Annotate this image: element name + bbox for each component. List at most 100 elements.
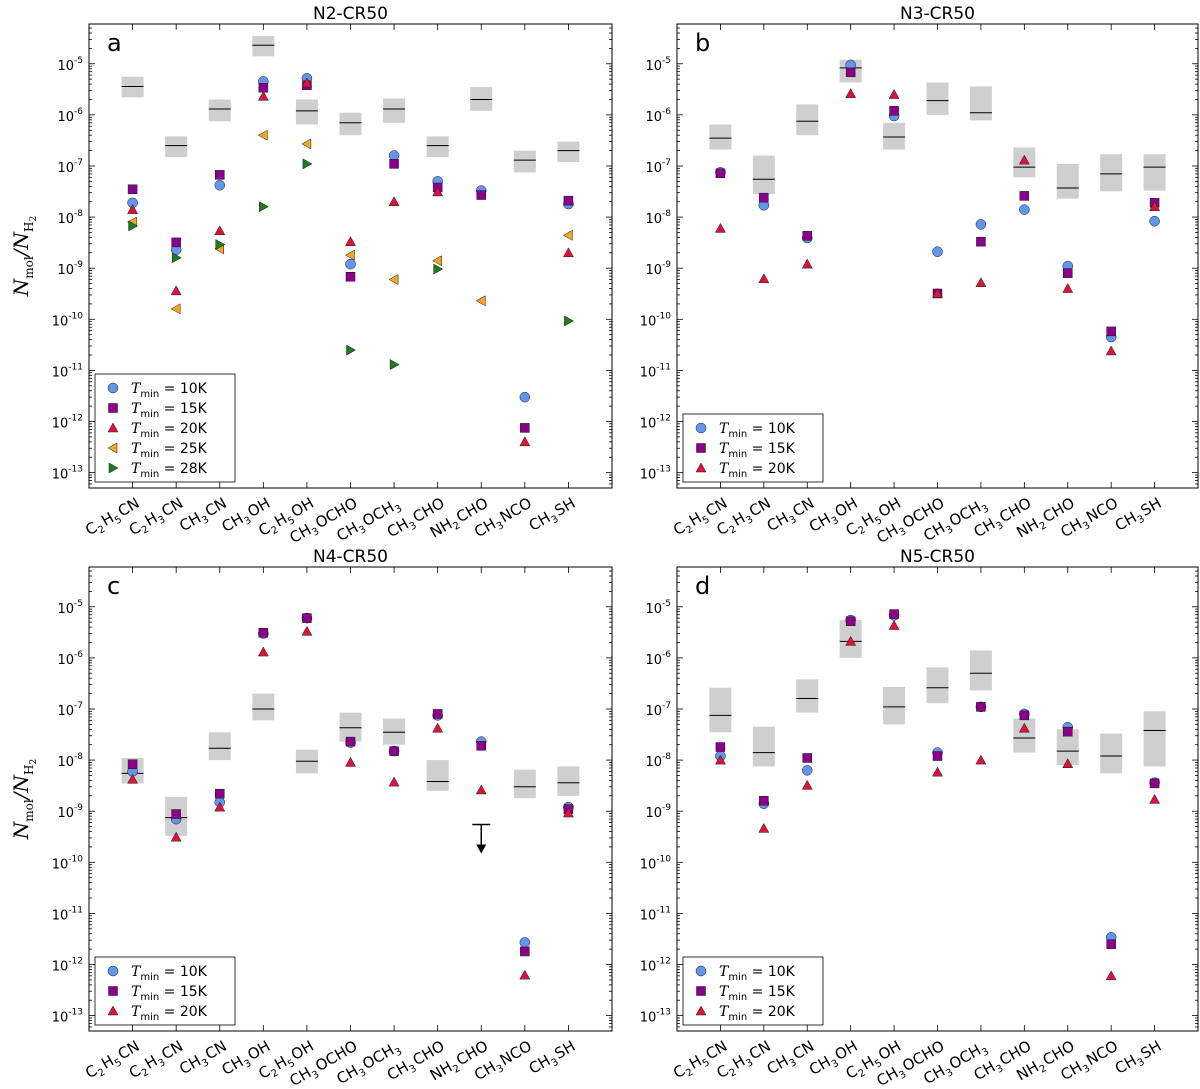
legend-entry: Tmin = 20K: [719, 1004, 796, 1023]
y-axis-label: Nmol/NH2: [9, 216, 39, 297]
data-point: [346, 344, 357, 356]
data-point: [845, 88, 857, 98]
y-tick-label: 10-13: [52, 465, 83, 483]
legend-marker: [107, 382, 119, 394]
data-point: [932, 766, 943, 777]
observed-range-box: [709, 687, 732, 733]
data-point: [214, 801, 226, 812]
legend-marker: [695, 965, 707, 977]
data-point: [845, 67, 856, 78]
data-point: [758, 822, 770, 833]
legend-entry: Tmin = 15K: [131, 401, 208, 420]
data-point: [433, 263, 444, 275]
data-point: [1018, 154, 1030, 165]
y-tick-label: 10-10: [640, 311, 672, 329]
data-point: [345, 736, 356, 747]
observed-range-box: [208, 99, 231, 122]
data-point: [170, 285, 182, 296]
y-tick-label: 10-12: [52, 414, 83, 432]
y-tick-label: 10-12: [52, 957, 83, 975]
observed-range-box: [1013, 718, 1036, 753]
data-point: [759, 796, 769, 806]
x-tick-label: C2 H5 CN: [670, 494, 732, 542]
y-tick-label: 10-11: [640, 362, 671, 380]
data-point: [562, 229, 573, 241]
y-axis-label: Nmol/NH2: [9, 759, 39, 840]
data-point: [344, 249, 355, 261]
observed-range-box: [295, 99, 318, 125]
data-point: [215, 239, 226, 250]
data-point: [1019, 710, 1030, 721]
observed-range-box: [752, 155, 775, 195]
data-point: [562, 807, 574, 818]
y-tick-label: 10-7: [57, 701, 83, 719]
data-point: [257, 90, 269, 101]
data-point: [932, 751, 943, 761]
data-point: [519, 937, 531, 948]
observed-range-box: [165, 136, 188, 157]
legend-entry: Tmin = 15K: [719, 984, 796, 1003]
legend-entry: Tmin = 10K: [131, 964, 208, 983]
legend-marker: [695, 422, 707, 434]
legend-entry: Tmin = 10K: [719, 964, 796, 983]
panel-label: c: [107, 572, 120, 600]
y-tick-label: 10-6: [57, 650, 83, 668]
legend-entry: Tmin = 20K: [131, 421, 208, 440]
legend-marker: [108, 986, 118, 996]
legend-entry: Tmin = 10K: [131, 381, 208, 400]
data-point: [345, 236, 356, 246]
legend: [682, 413, 824, 483]
y-tick-label: 10-9: [57, 803, 83, 821]
y-tick-label: 10-13: [640, 465, 671, 483]
data-point: [889, 106, 899, 116]
observed-range-box: [752, 726, 775, 767]
data-point: [259, 201, 269, 213]
data-point: [475, 295, 486, 307]
legend-marker: [695, 1005, 707, 1016]
y-tick-label: 10-11: [640, 905, 671, 923]
data-point: [1149, 215, 1160, 227]
observed-range-box: [121, 76, 144, 98]
legend-entry: Tmin = 15K: [719, 441, 796, 460]
data-point: [389, 359, 400, 371]
data-point: [1063, 268, 1073, 278]
y-tick-label: 10-8: [57, 209, 83, 227]
data-point: [301, 625, 313, 636]
data-point: [845, 635, 857, 646]
observed-range-box: [1143, 154, 1166, 191]
legend-entry: Tmin = 20K: [131, 1004, 208, 1023]
y-tick-label: 10-10: [52, 311, 84, 329]
data-point: [932, 246, 943, 257]
data-point: [389, 159, 399, 169]
panel-label: b: [695, 29, 710, 57]
data-point: [345, 258, 356, 270]
data-point: [975, 219, 987, 230]
data-point: [127, 204, 139, 214]
data-point: [302, 158, 313, 170]
data-point: [889, 609, 899, 619]
data-point: [714, 754, 726, 765]
data-point: [888, 89, 900, 99]
data-point: [976, 702, 986, 712]
x-tick-label: CH3 CN: [176, 1037, 231, 1081]
observed-range-box: [1100, 154, 1123, 192]
data-point: [562, 247, 574, 258]
data-point: [975, 754, 987, 765]
observed-range-box: [926, 82, 949, 115]
x-tick-label: CH3 CN: [764, 494, 819, 538]
observed-range-box: [470, 87, 493, 111]
observed-range-box: [796, 679, 819, 713]
data-point: [1062, 283, 1074, 293]
observed-range-box: [796, 104, 819, 136]
data-point: [258, 82, 269, 93]
observed-range-box: [557, 141, 580, 162]
data-point: [388, 274, 399, 285]
y-tick-label: 10-7: [645, 158, 671, 176]
panel-label: a: [107, 29, 122, 57]
data-point: [1149, 793, 1161, 804]
chart-title: N4-CR50: [313, 547, 388, 567]
y-tick-label: 10-9: [645, 260, 671, 278]
data-point: [715, 742, 726, 752]
chart-panel-b: N3-CR50 b 10-13 10-12 10-11 10-10 10-9 10-8 10-7…: [640, 4, 1199, 547]
